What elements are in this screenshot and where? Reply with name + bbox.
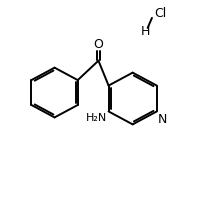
Text: O: O xyxy=(94,38,103,51)
Text: H₂N: H₂N xyxy=(86,113,107,123)
Text: Cl: Cl xyxy=(154,7,166,20)
Text: H: H xyxy=(141,25,150,38)
Text: N: N xyxy=(158,113,167,126)
